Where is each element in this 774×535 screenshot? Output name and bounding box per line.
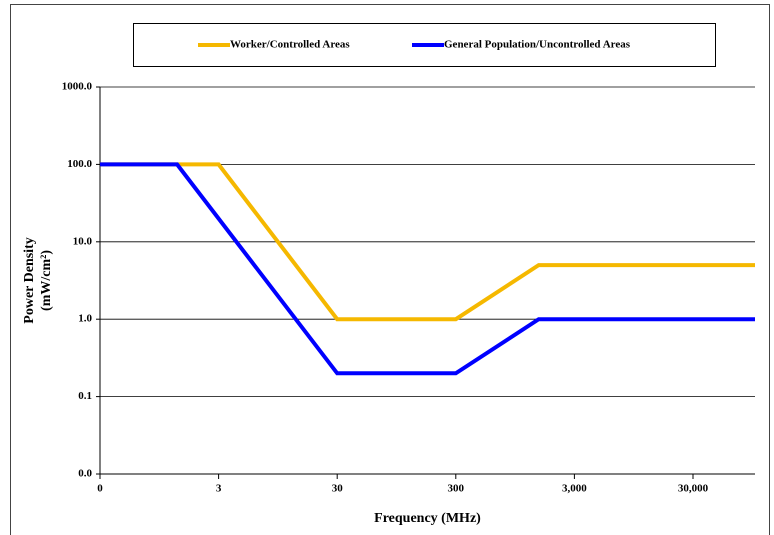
series-line xyxy=(100,162,755,376)
y-tick-label: 1000.0 xyxy=(62,81,93,93)
x-tick-label: 30 xyxy=(332,483,344,495)
y-tick-label: 0.0 xyxy=(78,468,92,480)
y-axis-title-line: Power Density xyxy=(22,237,37,323)
y-axis-title: Power Density (mW/cm²) xyxy=(22,237,54,323)
y-tick-label: 10.0 xyxy=(73,235,93,247)
x-tick-label: 3,000 xyxy=(562,483,587,495)
x-tick-label: 0 xyxy=(97,483,103,495)
legend-label: General Population/Uncontrolled Areas xyxy=(444,39,631,51)
x-tick-label: 30,000 xyxy=(678,483,709,495)
series-line xyxy=(100,162,755,322)
x-tick-label: 300 xyxy=(448,483,465,495)
y-tick-label: 100.0 xyxy=(67,158,92,170)
x-axis-title: Frequency (MHz) xyxy=(374,511,481,526)
chart-frame xyxy=(10,4,770,535)
x-tick-label: 3 xyxy=(216,483,222,495)
y-tick-label: 0.1 xyxy=(78,390,92,402)
legend-label: Worker/Controlled Areas xyxy=(230,39,350,51)
y-tick-label: 1.0 xyxy=(78,313,92,325)
y-axis-title-line: (mW/cm²) xyxy=(39,250,54,311)
